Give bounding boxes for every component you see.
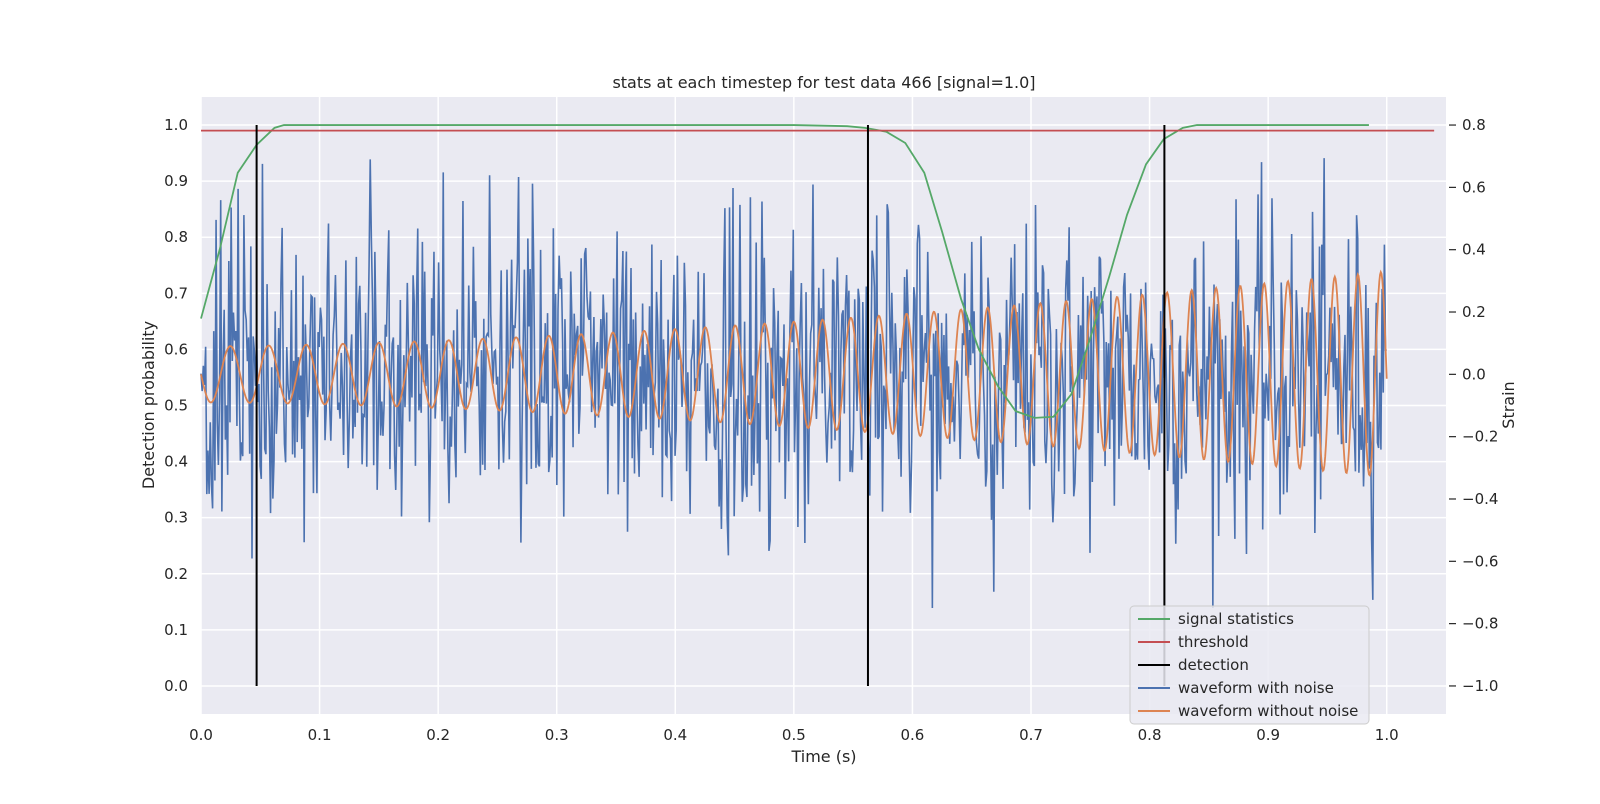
legend-label: waveform without noise: [1178, 702, 1358, 720]
y-left-tick-label: 0.3: [164, 509, 188, 527]
series-layer: [200, 124, 1435, 686]
y-right-tick-label: −1.0: [1462, 677, 1498, 695]
y-axis-left-label: Detection probability: [139, 321, 158, 489]
y-left-tick-label: 0.8: [164, 228, 188, 246]
chart-title: stats at each timestep for test data 466…: [612, 73, 1035, 92]
x-tick-label: 0.2: [426, 726, 450, 744]
legend-label: detection: [1178, 656, 1249, 674]
x-tick-label: 0.1: [308, 726, 332, 744]
y-left-tick-label: 0.0: [164, 677, 188, 695]
y-left-tick-label: 0.2: [164, 565, 188, 583]
y-left-tick-label: 0.4: [164, 453, 188, 471]
legend: signal statistics threshold detection wavef…: [1129, 605, 1370, 725]
x-tick-label: 0.3: [545, 726, 569, 744]
y-left-tick-label: 0.1: [164, 621, 188, 639]
y-right-tick-label: −0.8: [1462, 615, 1498, 633]
legend-label: signal statistics: [1178, 610, 1294, 628]
y-left-tick-label: 1.0: [164, 116, 188, 134]
y-left-tick-label: 0.7: [164, 284, 188, 302]
x-tick-label: 0.6: [900, 726, 924, 744]
x-tick-label: 0.5: [782, 726, 806, 744]
legend-label: threshold: [1178, 633, 1249, 651]
y-right-tick-label: 0.8: [1462, 116, 1486, 134]
x-tick-label: 1.0: [1375, 726, 1399, 744]
legend-box: [1129, 605, 1370, 725]
x-tick-label: 0.9: [1256, 726, 1280, 744]
series-waveform-with-noise: [200, 158, 1387, 609]
y-axis-right-label: Strain: [1499, 381, 1518, 428]
x-axis-label: Time (s): [790, 747, 856, 766]
y-left-tick-label: 0.5: [164, 397, 188, 415]
legend-label: waveform with noise: [1178, 679, 1334, 697]
y-left-tick-label: 0.6: [164, 340, 188, 358]
series-waveform-without-noise: [200, 269, 1388, 477]
y-right-tick-label: 0.0: [1462, 365, 1486, 383]
x-tick-label: 0.8: [1138, 726, 1162, 744]
x-tick-label: 0.4: [663, 726, 687, 744]
y-right-tick-label: 0.2: [1462, 303, 1486, 321]
y-left-tick-label: 0.9: [164, 172, 188, 190]
y-right-tick-label: 0.6: [1462, 178, 1486, 196]
series-signal-statistics: [200, 124, 1369, 419]
ticks-layer: 0.0 0.1 0.2 0.3 0.4 0.5 0.6 0.7 0.8 0.9 1.0 0.0 0.1 0…: [164, 116, 1498, 744]
y-right-tick-label: −0.2: [1462, 428, 1498, 446]
y-right-tick-label: 0.4: [1462, 241, 1486, 259]
x-tick-label: 0.0: [189, 726, 213, 744]
x-tick-label: 0.7: [1019, 726, 1043, 744]
y-right-tick-label: −0.6: [1462, 552, 1498, 570]
y-right-tick-label: −0.4: [1462, 490, 1498, 508]
